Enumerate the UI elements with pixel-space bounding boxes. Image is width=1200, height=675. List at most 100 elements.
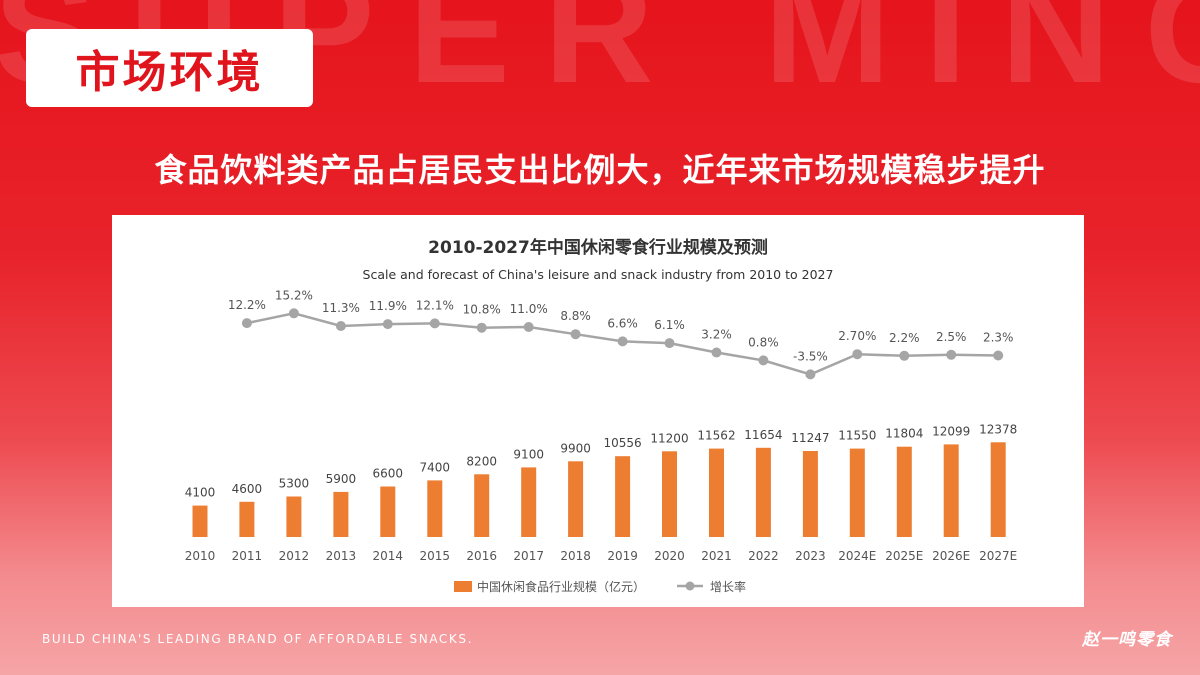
growth-point-2013 bbox=[335, 321, 346, 331]
bar-label-2019: 10556 bbox=[604, 436, 642, 450]
x-tick-label-2015: 2015 bbox=[420, 549, 451, 563]
x-tick-label-2016: 2016 bbox=[466, 549, 497, 563]
growth-label-2013: 11.3% bbox=[322, 301, 360, 315]
x-tick-label-2020: 2020 bbox=[654, 549, 685, 563]
bar-2017 bbox=[521, 467, 537, 537]
bar-2025E bbox=[896, 446, 912, 537]
growth-point-2020 bbox=[664, 338, 675, 349]
growth-label-2018: 8.8% bbox=[560, 309, 591, 323]
x-tick-label-2026E: 2026E bbox=[932, 549, 970, 563]
bar-label-2015: 7400 bbox=[420, 460, 451, 474]
x-tick-label-2017: 2017 bbox=[513, 549, 544, 563]
bar-2022 bbox=[755, 447, 771, 537]
growth-label-2020: 6.1% bbox=[654, 318, 685, 332]
growth-point-2017 bbox=[523, 322, 534, 332]
legend-label-growth: 增长率 bbox=[710, 579, 746, 594]
brand-logo: 赵一鸣零食 bbox=[1082, 630, 1172, 650]
growth-point-2012 bbox=[288, 308, 299, 319]
x-tick-label-2011: 2011 bbox=[232, 549, 263, 563]
bar-2019 bbox=[615, 456, 631, 537]
bar-2016 bbox=[474, 474, 490, 537]
bar-2024E bbox=[849, 448, 865, 537]
growth-point-2025E bbox=[899, 350, 910, 361]
bar-label-2024E: 11550 bbox=[838, 429, 876, 443]
bar-layer: 4100 4600 5300 5900 6600 7400 8200 9100 9900 1055… bbox=[185, 422, 1017, 537]
growth-label-2024E: 2.70% bbox=[838, 329, 876, 343]
bar-2018 bbox=[568, 461, 584, 537]
bar-label-2020: 11200 bbox=[650, 431, 688, 445]
bar-2010 bbox=[192, 505, 208, 537]
growth-line-layer: 12.2% 15.2% 11.3% 11.9% 12.1% 10.8% 11.0% 8.8% 6… bbox=[228, 288, 1014, 380]
bar-2011 bbox=[239, 501, 255, 537]
bar-2021 bbox=[709, 448, 724, 537]
x-tick-label-2013: 2013 bbox=[326, 549, 357, 563]
growth-label-2019: 6.6% bbox=[607, 316, 638, 330]
bar-label-2010: 4100 bbox=[185, 486, 216, 500]
bar-label-2013: 5900 bbox=[326, 472, 357, 486]
x-tick-label-2019: 2019 bbox=[607, 549, 638, 563]
chart-title: 2010-2027年中国休闲零食行业规模及预测 bbox=[428, 237, 768, 258]
growth-label-2023: -3.5% bbox=[793, 349, 828, 363]
growth-point-2011 bbox=[241, 318, 252, 329]
x-tick-label-2018: 2018 bbox=[560, 549, 591, 563]
legend-label-scale: 中国休闲食品行业规模（亿元） bbox=[477, 579, 645, 594]
x-tick-label-2014: 2014 bbox=[373, 549, 404, 563]
bar-2013 bbox=[333, 491, 349, 537]
growth-label-2011: 12.2% bbox=[228, 298, 266, 312]
legend-swatch-bar bbox=[454, 581, 472, 592]
growth-label-2015: 12.1% bbox=[416, 298, 454, 312]
bar-label-2026E: 12099 bbox=[932, 424, 970, 438]
growth-label-2026E: 2.5% bbox=[936, 330, 967, 344]
bar-label-2014: 6600 bbox=[373, 467, 404, 481]
bar-2026E bbox=[943, 444, 959, 537]
chart-legend: 中国休闲食品行业规模（亿元） 增长率 bbox=[454, 579, 746, 594]
growth-label-2022: 0.8% bbox=[748, 335, 779, 349]
growth-point-2014 bbox=[382, 319, 393, 330]
bar-2014 bbox=[380, 486, 396, 537]
growth-point-2018 bbox=[570, 329, 581, 340]
growth-point-2019 bbox=[617, 336, 628, 347]
bar-label-2023: 11247 bbox=[791, 431, 829, 445]
bar-2027E bbox=[990, 442, 1006, 537]
bar-label-2022: 11654 bbox=[744, 428, 782, 442]
bar-label-2018: 9900 bbox=[560, 441, 591, 455]
bar-label-2025E: 11804 bbox=[885, 427, 923, 441]
bar-label-2021: 11562 bbox=[697, 429, 735, 443]
growth-label-2016: 10.8% bbox=[463, 303, 501, 317]
growth-label-2027E: 2.3% bbox=[983, 331, 1014, 345]
growth-label-2021: 3.2% bbox=[701, 328, 732, 342]
bar-label-2017: 9100 bbox=[513, 447, 544, 461]
growth-point-2027E bbox=[993, 350, 1004, 361]
x-tick-label-2025E: 2025E bbox=[885, 549, 923, 563]
x-tick-label-2023: 2023 bbox=[795, 549, 826, 563]
bar-2015 bbox=[427, 480, 443, 537]
chart-subtitle: Scale and forecast of China's leisure an… bbox=[363, 267, 834, 282]
growth-label-2025E: 2.2% bbox=[889, 331, 920, 345]
bar-label-2027E: 12378 bbox=[979, 422, 1017, 436]
growth-point-2016 bbox=[476, 322, 487, 333]
x-tick-label-2010: 2010 bbox=[185, 549, 216, 563]
growth-point-2024E bbox=[852, 349, 863, 360]
bar-2020 bbox=[662, 451, 677, 537]
section-title: 市场环境 bbox=[75, 47, 264, 98]
growth-point-2015 bbox=[429, 318, 440, 329]
growth-label-2014: 11.9% bbox=[369, 299, 407, 313]
legend-swatch-marker bbox=[685, 581, 695, 591]
growth-label-2017: 11.0% bbox=[510, 302, 548, 316]
growth-point-2021 bbox=[711, 347, 722, 358]
bar-2023 bbox=[802, 451, 818, 537]
x-tick-label-2021: 2021 bbox=[701, 549, 732, 563]
x-tick-label-2024E: 2024E bbox=[838, 549, 876, 563]
chart-svg: 2010-2027年中国休闲零食行业规模及预测 Scale and foreca… bbox=[185, 237, 1018, 594]
growth-point-2023 bbox=[805, 369, 816, 380]
x-tick-label-2027E: 2027E bbox=[979, 549, 1017, 563]
growth-label-2012: 15.2% bbox=[275, 288, 313, 302]
section-title-box: 市场环境 bbox=[26, 29, 313, 107]
bar-label-2012: 5300 bbox=[279, 477, 310, 491]
growth-point-2026E bbox=[946, 349, 957, 360]
chart-card: 2010-2027年中国休闲零食行业规模及预测 Scale and foreca… bbox=[112, 215, 1084, 607]
footer-slogan: BUILD CHINA'S LEADING BRAND OF AFFORDABL… bbox=[42, 632, 474, 646]
page-subtitle: 食品饮料类产品占居民支出比例大，近年来市场规模稳步提升 bbox=[154, 151, 1046, 189]
bar-label-2016: 8200 bbox=[466, 454, 497, 468]
x-axis-layer: 2010 2011 2012 2013 2014 2015 2016 2017 2018 2019… bbox=[185, 549, 1018, 563]
